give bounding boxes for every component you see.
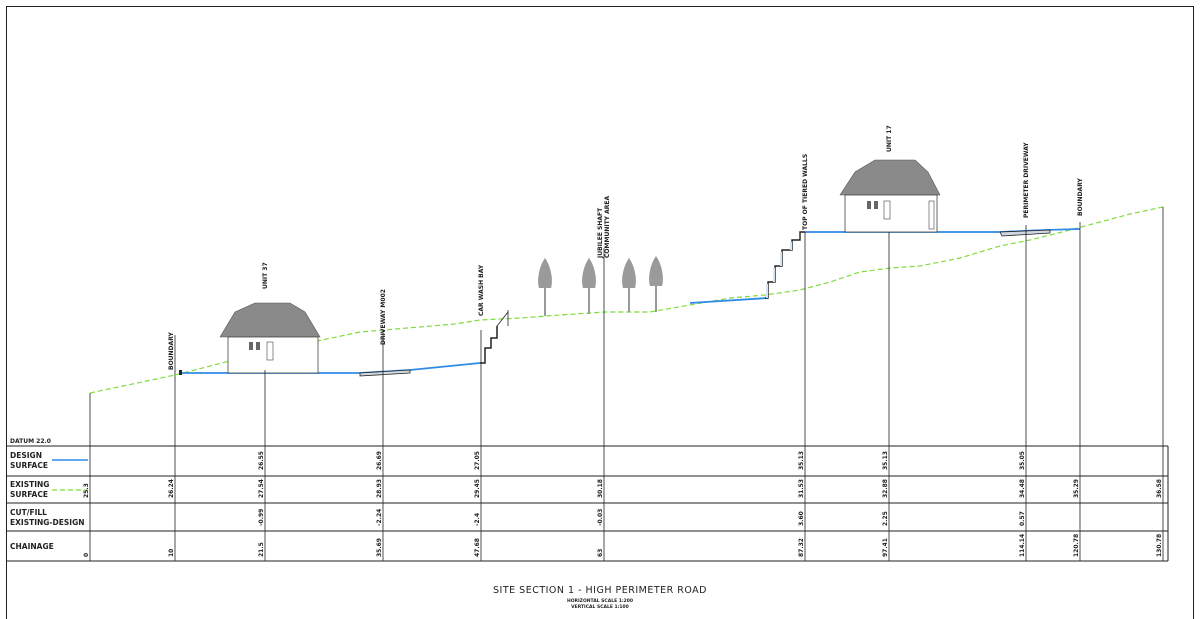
design-row-label-2: SURFACE [10,461,48,470]
annotation-driveway: DRIVEWAY M002 [380,289,387,345]
cutfill-row-label-2: EXISTING-DESIGN [10,518,85,527]
tiered-wall-infill [766,242,792,298]
annotation-jubilee-1: JUBILEE SHAFT [597,207,604,259]
chainage-value: 97.41 [882,538,889,557]
tiered-walls [765,231,805,299]
cutfill-value: 2.25 [882,511,889,526]
trees [538,256,663,316]
annotation-jubilee-2: COMMUNITY AREA [604,196,611,258]
chainage-value: 0 [83,553,90,557]
design-row-label-1: DESIGN [10,451,42,460]
design-value: 26.69 [376,451,383,470]
existing-value: 27.54 [258,479,265,498]
chainage-value: 87.32 [798,538,805,557]
annotation-boundary-left: BOUNDARY [168,332,175,370]
tree [582,258,596,314]
cutfill-value: -0.99 [258,509,265,526]
design-value: 35.13 [798,451,805,470]
chainage-value: 130.78 [1156,534,1163,557]
chainage-value: 10 [168,549,175,557]
design-value: 35.05 [1019,451,1026,470]
boundary-peg-left [179,370,182,375]
existing-value: 34.48 [1019,479,1026,498]
existing-row-label-2: SURFACE [10,490,48,499]
existing-surface-line [89,206,1164,394]
chainage-row-label: CHAINAGE [10,542,54,551]
cutfill-value: -0.03 [597,509,604,526]
station-values: 25.3 0 26.24 10 26.55 27.54 -0.99 21.5 26.69 28.9… [83,451,1163,557]
design-value: 26.55 [258,451,265,470]
existing-value: 30.18 [597,479,604,498]
carwash-retaining-wall [480,326,498,364]
carwash-wall-top [496,311,509,327]
chainage-value: 35.69 [376,538,383,557]
chainage-value: 21.5 [258,542,265,557]
existing-value: 32.88 [882,479,889,498]
cutfill-row-label-1: CUT/FILL [10,508,47,517]
annotation-unit-37: UNIT 37 [262,262,269,289]
annotation-car-wash: CAR WASH BAY [478,264,485,316]
existing-value: 29.45 [474,479,481,498]
cutfill-value: 3.60 [798,511,805,526]
existing-value: 25.3 [83,483,90,498]
horizontal-scale: HORIZONTAL SCALE 1:200 [567,598,633,604]
cutfill-value: -2.4 [474,513,481,526]
annotation-boundary-right: BOUNDARY [1077,178,1084,216]
existing-value: 31.53 [798,479,805,498]
drawing-title: SITE SECTION 1 - HIGH PERIMETER ROAD [493,585,707,596]
data-table [7,445,1169,562]
datum-label: DATUM 22.0 [10,438,51,445]
annotation-perimeter: PERIMETER DRIVEWAY [1023,142,1030,218]
sheet-border [6,6,1194,619]
chainage-value: 47.68 [474,538,481,557]
house-unit-37 [219,302,321,374]
chainage-value: 63 [597,549,604,557]
tree [538,258,552,316]
annotation-labels: BOUNDARY UNIT 37 DRIVEWAY M002 CAR WASH BAY… [168,125,1084,370]
chainage-value: 114.14 [1019,534,1026,557]
house-unit-17 [839,159,941,233]
tree [622,258,636,312]
driveway-slab [359,229,1051,377]
vertical-scale: VERTICAL SCALE 1:100 [571,604,629,610]
cutfill-value: 0.57 [1019,511,1026,526]
station-lines [89,207,1164,561]
existing-value: 26.24 [168,479,175,498]
existing-value: 36.58 [1156,479,1163,498]
chainage-value: 120.78 [1073,534,1080,557]
design-value: 35.13 [882,451,889,470]
existing-value: 35.29 [1073,479,1080,498]
annotation-tiered: TOP OF TIERED WALLS [802,154,809,230]
design-value: 27.05 [474,451,481,470]
existing-value: 28.93 [376,479,383,498]
tree [649,256,663,312]
existing-row-label-1: EXISTING [10,480,49,489]
cutfill-value: -2.24 [376,509,383,526]
annotation-unit-17: UNIT 17 [886,125,893,152]
